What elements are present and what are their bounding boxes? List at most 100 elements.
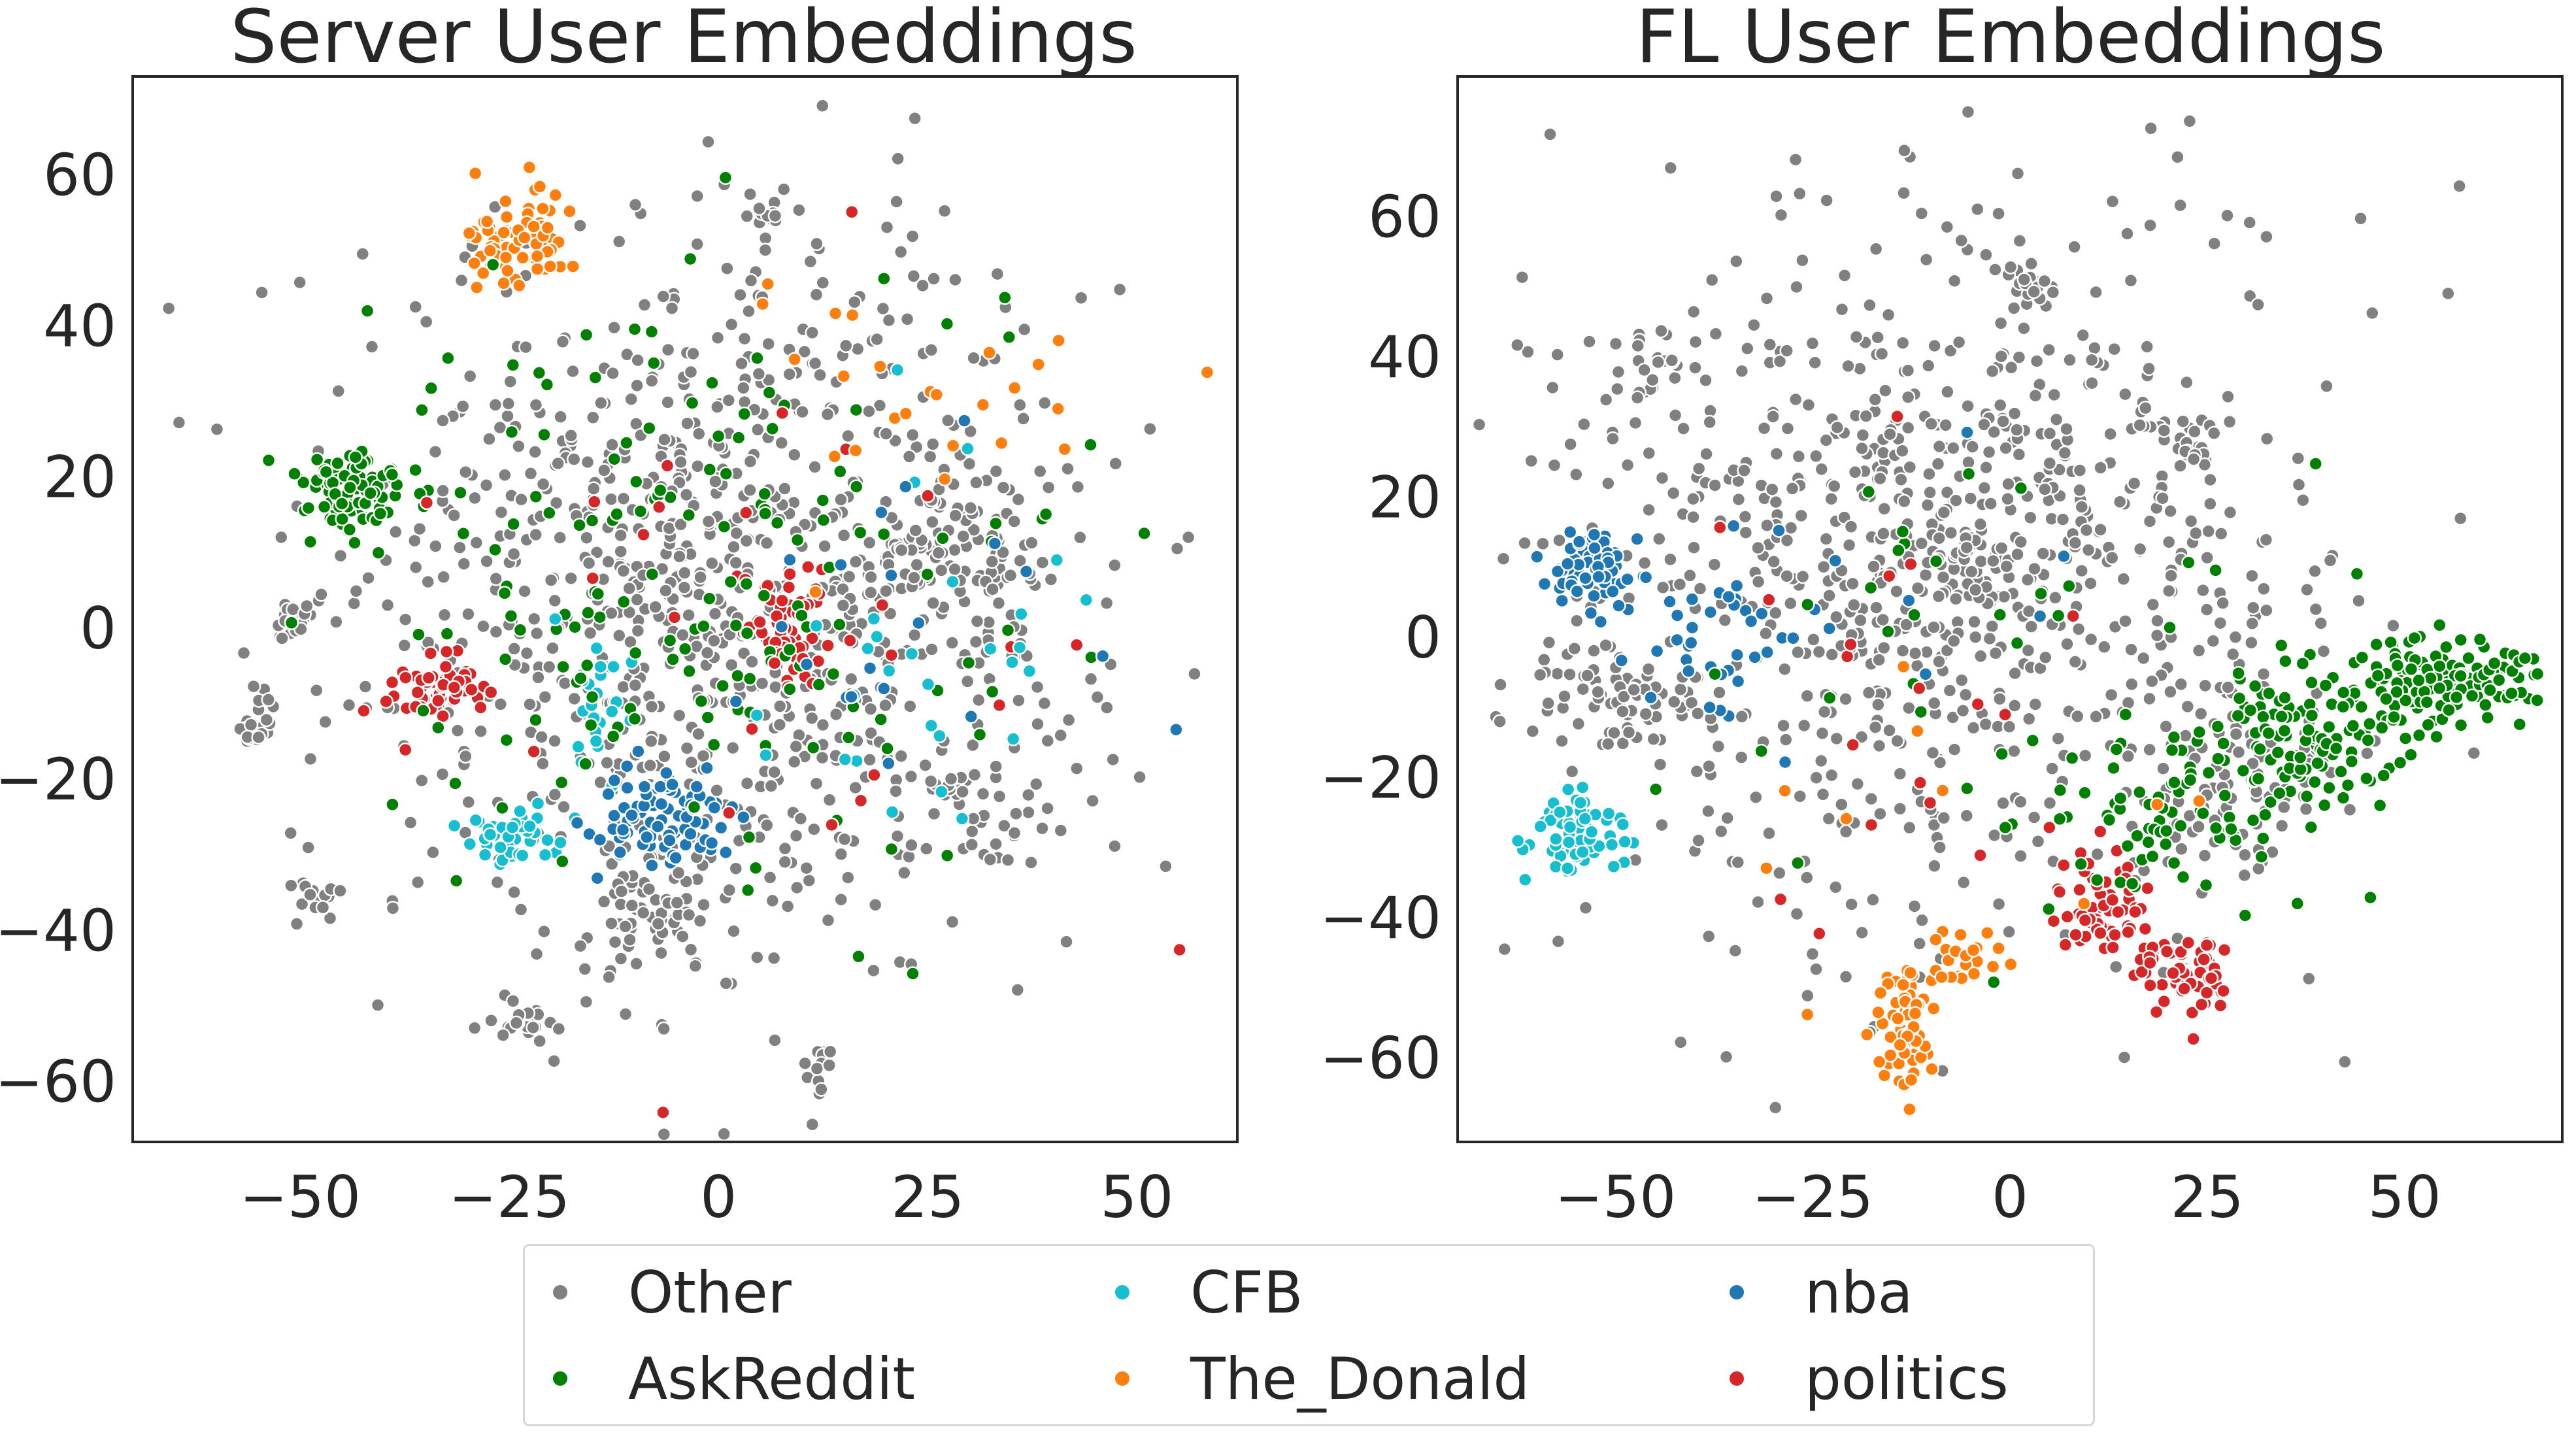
point-askreddit [2175,869,2191,885]
point-other [984,554,999,569]
point-askreddit [2009,635,2025,651]
point-other [2164,568,2179,584]
point-other [1895,335,1911,350]
point-other [586,481,601,496]
point-other [2337,1054,2352,1069]
point-nba [884,568,899,583]
point-other [1838,692,1853,707]
point-the-donald [1777,783,1792,799]
point-askreddit [716,519,732,534]
point-other [254,285,269,300]
point-askreddit [2292,750,2308,765]
point-other [461,794,477,810]
point-askreddit [416,703,431,718]
point-other [1897,143,1912,158]
point-cfb [593,659,608,675]
x-tick-label: −50 [239,1164,361,1231]
point-other [815,275,831,290]
point-other [1718,1049,1734,1065]
point-other [890,151,905,167]
point-nba [782,552,797,567]
point-askreddit [2321,719,2337,735]
point-askreddit [2398,731,2413,746]
point-other [894,543,909,558]
point-other [2173,458,2188,473]
point-other [835,597,851,613]
y-tick-label: 0 [80,595,116,662]
point-askreddit [503,609,519,624]
point-other [673,517,688,532]
point-askreddit [652,482,668,498]
point-askreddit [811,677,827,692]
point-other [866,963,881,979]
point-askreddit [686,799,702,815]
point-cfb [866,611,882,626]
point-askreddit [2073,856,2088,872]
point-other [1035,821,1050,836]
point-other [601,969,616,985]
point-other [1040,733,1056,748]
point-other [361,570,376,586]
point-other [820,913,836,928]
point-other [1737,509,1753,524]
point-other [446,508,461,523]
point-other [1958,687,1973,703]
point-other [707,606,723,622]
point-other [613,527,628,543]
point-other [728,861,744,876]
point-other [2228,629,2243,645]
point-cfb [606,659,621,675]
point-askreddit [694,694,709,709]
point-other [484,1013,499,1028]
point-askreddit [605,729,621,744]
point-other [1992,397,2008,413]
point-askreddit [880,741,895,756]
point-other [841,870,856,885]
point-other [815,98,830,114]
point-other [1871,652,1886,667]
point-other [563,428,578,443]
point-askreddit [2432,618,2447,633]
point-politics [2052,884,2067,899]
point-other [1665,486,1681,501]
point-other [2093,522,2108,537]
point-other [2316,644,2332,659]
point-askreddit [1038,507,1054,522]
point-other [488,624,504,639]
point-other [2116,571,2132,587]
point-other [1932,439,1947,454]
point-other [1996,589,2012,605]
point-politics [587,494,602,509]
point-other [637,297,652,312]
point-other [1024,535,1039,550]
point-other [624,392,639,407]
point-other [456,556,472,571]
point-other [2205,633,2221,648]
point-other [2259,229,2274,244]
point-other [2124,642,2139,657]
point-other [669,895,685,911]
point-other [1535,536,1550,552]
point-other [1784,481,1800,496]
point-politics [384,675,400,690]
point-other [427,444,443,460]
point-other [1000,852,1016,867]
point-other [529,626,544,641]
point-other [648,599,663,614]
point-other [1967,614,1982,629]
point-nba [1560,556,1575,571]
point-the-donald [482,243,498,258]
point-askreddit [2317,797,2332,813]
point-askreddit [528,712,543,728]
point-other [503,374,518,389]
point-other [2191,819,2206,835]
point-askreddit [2374,720,2390,735]
point-other [1789,906,1805,922]
point-other [2188,526,2203,541]
point-other [968,634,984,650]
point-askreddit [1861,484,1877,499]
point-askreddit [1960,780,1975,796]
point-other [1011,693,1026,708]
point-askreddit [505,358,521,373]
point-other [1927,858,1942,874]
